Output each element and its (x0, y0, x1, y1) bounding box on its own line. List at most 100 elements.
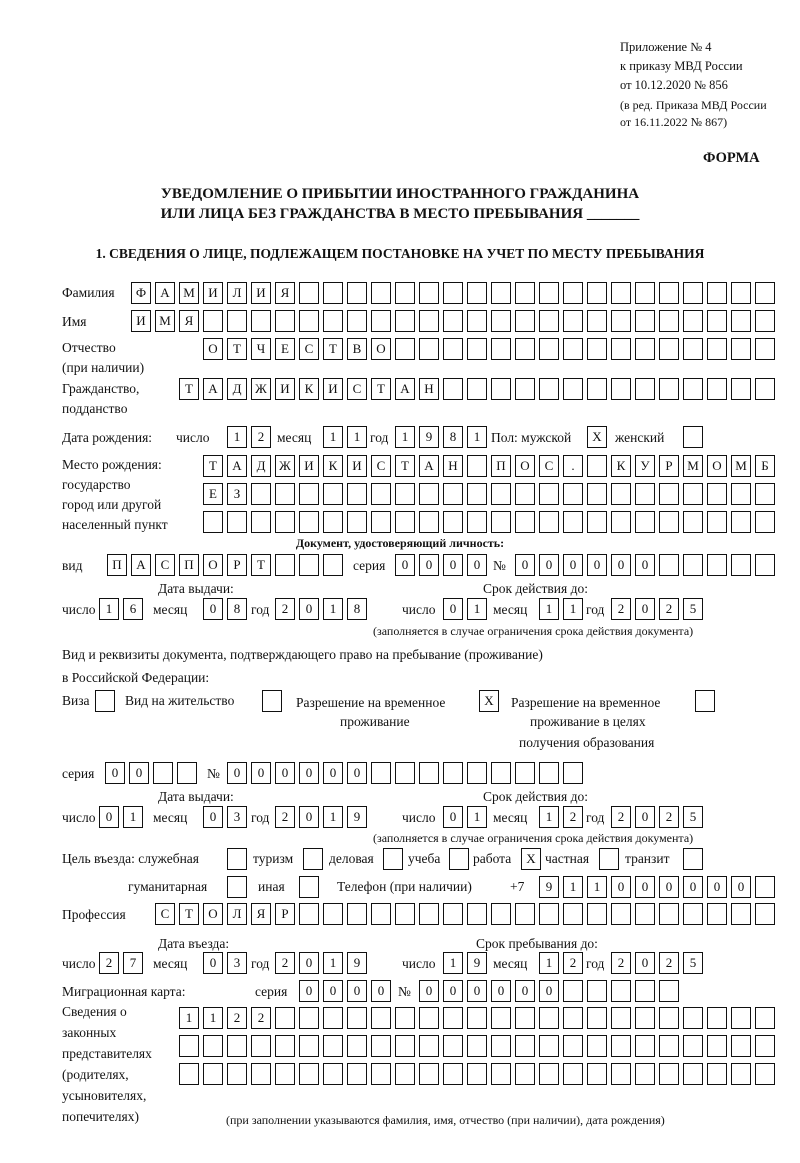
rd-issue-day-cell[interactable]: 1 (123, 806, 143, 828)
birthplace2-cell[interactable] (251, 483, 271, 505)
rd-number-cell[interactable] (371, 762, 391, 784)
stay-year-cell[interactable]: 2 (659, 952, 679, 974)
rep1-cell[interactable] (467, 1007, 487, 1029)
stay-month-cell[interactable]: 1 (539, 952, 559, 974)
sex-male-checkbox[interactable]: X (587, 426, 607, 448)
id-issue-day-cell[interactable]: 1 (99, 598, 119, 620)
id-number-cell[interactable]: 0 (539, 554, 559, 576)
rep1-cell[interactable] (275, 1007, 295, 1029)
rep2-cell[interactable] (275, 1035, 295, 1057)
surname-cell[interactable] (347, 282, 367, 304)
rep3-cell[interactable] (419, 1063, 439, 1085)
rep2-cell[interactable] (611, 1035, 631, 1057)
patronymic-cell[interactable] (395, 338, 415, 360)
name-cell[interactable] (707, 310, 727, 332)
profession-cell[interactable] (635, 903, 655, 925)
rep1-cell[interactable] (395, 1007, 415, 1029)
id-number-cell[interactable]: 0 (611, 554, 631, 576)
rep3-cell[interactable] (275, 1063, 295, 1085)
p-service-checkbox[interactable] (227, 848, 247, 870)
rd-valid-year-cell[interactable]: 0 (635, 806, 655, 828)
rep2-cell[interactable] (707, 1035, 727, 1057)
patronymic-cell[interactable] (659, 338, 679, 360)
patronymic-cell[interactable] (563, 338, 583, 360)
birth-month-cell[interactable]: 1 (347, 426, 367, 448)
rep3-cell[interactable] (611, 1063, 631, 1085)
citizenship-cell[interactable] (707, 378, 727, 400)
surname-cell[interactable]: А (155, 282, 175, 304)
rep3-cell[interactable] (635, 1063, 655, 1085)
surname-cell[interactable] (635, 282, 655, 304)
birthplace1-cell[interactable]: С (539, 455, 559, 477)
rep2-cell[interactable] (491, 1035, 511, 1057)
id-valid-year-cell[interactable]: 0 (635, 598, 655, 620)
birthplace3-cell[interactable] (275, 511, 295, 533)
birthplace3-cell[interactable] (443, 511, 463, 533)
p-other-checkbox[interactable] (299, 876, 319, 898)
rep1-cell[interactable] (371, 1007, 391, 1029)
phone-cell[interactable]: 1 (563, 876, 583, 898)
phone-cell[interactable]: 0 (659, 876, 679, 898)
id-kind-cell[interactable] (275, 554, 295, 576)
rd-number-cell[interactable]: 0 (323, 762, 343, 784)
surname-cell[interactable] (395, 282, 415, 304)
patronymic-cell[interactable] (443, 338, 463, 360)
id-number-cell[interactable] (731, 554, 751, 576)
birthplace1-cell[interactable]: Т (203, 455, 223, 477)
profession-cell[interactable] (755, 903, 775, 925)
surname-cell[interactable] (611, 282, 631, 304)
name-cell[interactable] (491, 310, 511, 332)
birthplace1-cell[interactable]: О (707, 455, 727, 477)
rep2-cell[interactable] (683, 1035, 703, 1057)
mc-series-cell[interactable]: 0 (347, 980, 367, 1002)
profession-cell[interactable]: Р (275, 903, 295, 925)
surname-cell[interactable]: И (203, 282, 223, 304)
rd-valid-year-cell[interactable]: 2 (611, 806, 631, 828)
rep1-cell[interactable]: 1 (179, 1007, 199, 1029)
id-valid-year-cell[interactable]: 2 (659, 598, 679, 620)
mc-number-cell[interactable] (635, 980, 655, 1002)
citizenship-cell[interactable] (491, 378, 511, 400)
profession-cell[interactable] (683, 903, 703, 925)
patronymic-cell[interactable]: В (347, 338, 367, 360)
citizenship-cell[interactable] (731, 378, 751, 400)
name-cell[interactable] (539, 310, 559, 332)
id-kind-cell[interactable]: А (131, 554, 151, 576)
rep1-cell[interactable] (539, 1007, 559, 1029)
phone-cell[interactable] (755, 876, 775, 898)
id-number-cell[interactable] (755, 554, 775, 576)
name-cell[interactable] (659, 310, 679, 332)
patronymic-cell[interactable]: Е (275, 338, 295, 360)
birthplace1-cell[interactable]: М (683, 455, 703, 477)
rep3-cell[interactable] (587, 1063, 607, 1085)
rep1-cell[interactable]: 2 (251, 1007, 271, 1029)
id-kind-cell[interactable]: О (203, 554, 223, 576)
patronymic-cell[interactable] (419, 338, 439, 360)
birthplace3-cell[interactable] (467, 511, 487, 533)
birthplace3-cell[interactable] (563, 511, 583, 533)
p-tourism-checkbox[interactable] (303, 848, 323, 870)
name-cell[interactable] (683, 310, 703, 332)
citizenship-cell[interactable] (563, 378, 583, 400)
rd-series-cell[interactable]: 0 (105, 762, 125, 784)
rd-number-cell[interactable] (491, 762, 511, 784)
patronymic-cell[interactable] (635, 338, 655, 360)
name-cell[interactable] (395, 310, 415, 332)
rep1-cell[interactable]: 1 (203, 1007, 223, 1029)
name-cell[interactable] (203, 310, 223, 332)
entry-month-cell[interactable]: 0 (203, 952, 223, 974)
mc-number-cell[interactable] (611, 980, 631, 1002)
rd-series-cell[interactable]: 0 (129, 762, 149, 784)
mc-number-cell[interactable]: 0 (539, 980, 559, 1002)
mc-number-cell[interactable]: 0 (467, 980, 487, 1002)
surname-cell[interactable]: М (179, 282, 199, 304)
birthplace3-cell[interactable] (323, 511, 343, 533)
rep1-cell[interactable] (563, 1007, 583, 1029)
birthplace1-cell[interactable] (587, 455, 607, 477)
entry-day-cell[interactable]: 2 (99, 952, 119, 974)
rd-issue-year-cell[interactable]: 2 (275, 806, 295, 828)
stay-year-cell[interactable]: 5 (683, 952, 703, 974)
rd-number-cell[interactable]: 0 (251, 762, 271, 784)
rd-issue-year-cell[interactable]: 1 (323, 806, 343, 828)
rd-number-cell[interactable] (419, 762, 439, 784)
